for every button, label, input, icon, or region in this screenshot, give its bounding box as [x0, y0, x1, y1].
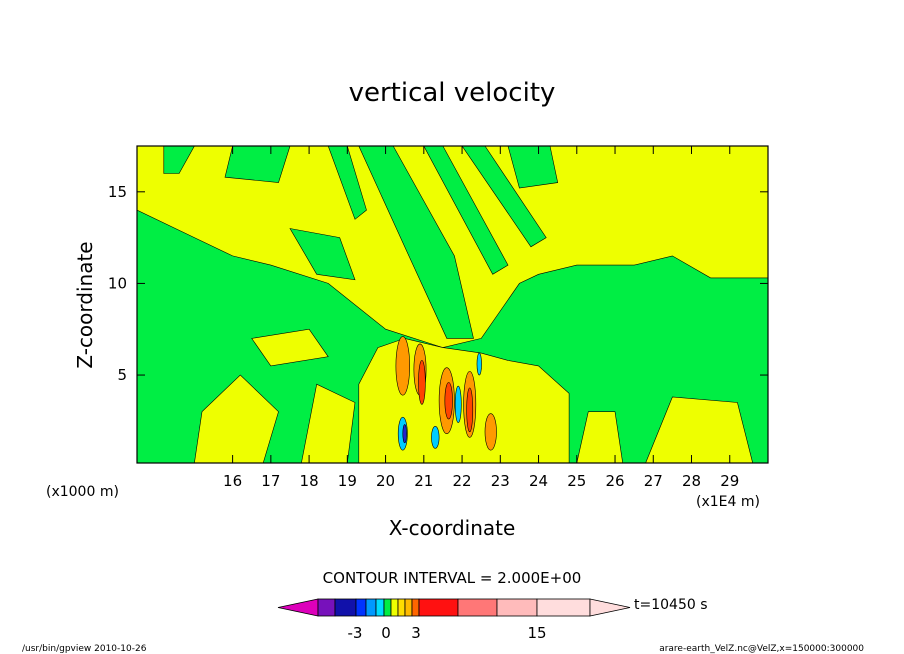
colorbar-cell	[365, 598, 377, 617]
x-tick-label: 22	[453, 472, 472, 490]
plot-frame	[136, 145, 769, 464]
colorbar-cell	[589, 598, 631, 617]
x-unit-right: (x1E4 m)	[696, 494, 760, 510]
colorbar-cell	[411, 598, 420, 617]
colorbar-cell	[375, 598, 385, 617]
colorbar-cell	[496, 598, 538, 617]
colorbar-cell	[317, 598, 336, 617]
field-streak	[224, 145, 291, 183]
y-tick-label: 10	[108, 274, 127, 292]
colorbar-cell	[355, 598, 367, 617]
x-tick-label: 23	[491, 472, 510, 490]
field-pocket	[251, 328, 329, 367]
colorbar-cell	[383, 598, 392, 617]
field-positive-core	[418, 360, 426, 405]
footer-right: arare-earth_VelZ.nc@VelZ,x=150000:300000	[659, 644, 864, 654]
y-tick-label: 5	[117, 366, 127, 384]
plot-area: 16 17 18 19 20 21 22 23 24 25 26 27 28 29 5 10 15	[108, 145, 769, 490]
colorbar-cell	[457, 598, 498, 617]
field-negative-cell	[431, 426, 440, 449]
x-tick-label: 28	[682, 472, 701, 490]
field-positive-cell	[484, 413, 497, 451]
velocity-field	[136, 145, 769, 464]
colorbar-cell	[334, 598, 357, 617]
field-positive-core	[466, 387, 474, 433]
y-tick-label: 15	[108, 183, 127, 201]
colorbar-cell	[404, 598, 413, 617]
x-tick-label: 29	[720, 472, 739, 490]
colorbar	[277, 598, 631, 617]
field-negative-core	[402, 424, 407, 444]
colorbar-cell	[390, 598, 399, 617]
x-tick-label: 21	[414, 472, 433, 490]
x-tick-label: 17	[261, 472, 280, 490]
field-streak	[289, 228, 356, 281]
contour-interval-label: CONTOUR INTERVAL = 2.000E+00	[323, 569, 582, 587]
x-tick-label: 16	[223, 472, 242, 490]
colorbar-tick-label: 3	[411, 624, 421, 642]
x-tick-label: 20	[376, 472, 395, 490]
colorbar-cell	[277, 598, 319, 617]
x-axis-title: X-coordinate	[389, 516, 516, 540]
colorbar-cell	[418, 598, 459, 617]
field-positive-cell	[395, 336, 410, 396]
x-tick-label: 19	[338, 472, 357, 490]
colorbar-tick-labels: -3 0 3 15	[348, 624, 547, 642]
x-tick-label: 24	[529, 472, 548, 490]
field-negative-cell	[476, 352, 482, 376]
colorbar-tick-label: 0	[381, 624, 391, 642]
field-negative-cell	[454, 385, 462, 423]
time-label: t=10450 s	[634, 597, 708, 613]
y-axis-title: Z-coordinate	[73, 241, 97, 368]
y-axis-ticks: 5 10 15	[108, 183, 768, 384]
x-axis-ticks: 16 17 18 19 20 21 22 23 24 25 26 27 28 29	[223, 146, 739, 490]
field-region-low	[136, 209, 769, 464]
field-positive-core	[444, 382, 453, 420]
colorbar-tick-label: 15	[527, 624, 546, 642]
x-tick-label: 26	[605, 472, 624, 490]
x-unit-left: (x1000 m)	[46, 484, 119, 500]
x-tick-label: 27	[644, 472, 663, 490]
colorbar-cell	[536, 598, 591, 617]
x-tick-label: 25	[567, 472, 586, 490]
x-tick-label: 18	[300, 472, 319, 490]
chart-title: vertical velocity	[349, 78, 556, 108]
colorbar-tick-label: -3	[348, 624, 363, 642]
colorbar-cell	[397, 598, 406, 617]
footer-left: /usr/bin/gpview 2010-10-26	[22, 644, 147, 654]
